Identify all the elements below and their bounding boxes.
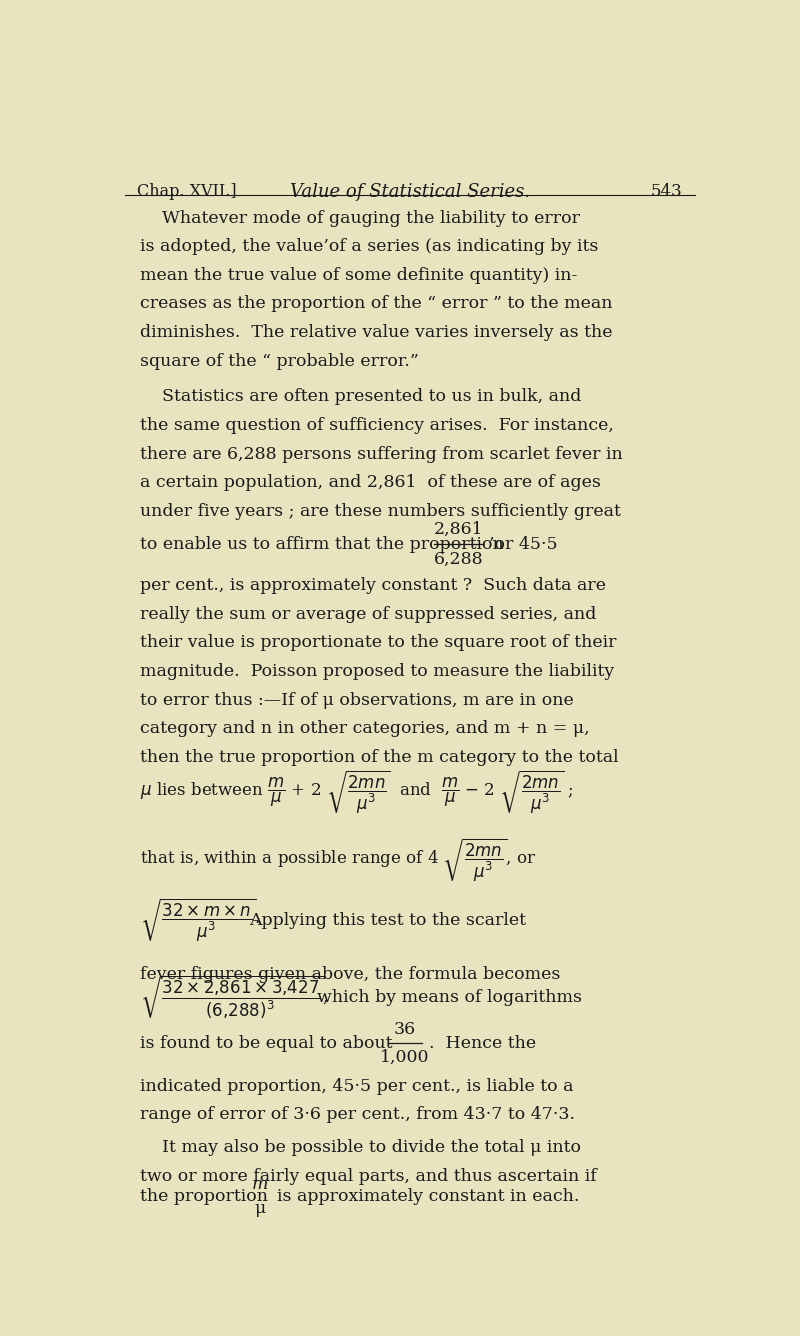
Text: that is, within a possible range of 4 $\sqrt{\dfrac{2mn}{\mu^3}}$, or: that is, within a possible range of 4 $\… bbox=[140, 836, 536, 884]
Text: then the true proportion of the m category to the total: then the true proportion of the m catego… bbox=[140, 748, 619, 766]
Text: diminishes.  The relative value varies inversely as the: diminishes. The relative value varies in… bbox=[140, 325, 613, 341]
Text: per cent., is approximately constant ?  Such data are: per cent., is approximately constant ? S… bbox=[140, 577, 606, 595]
Text: $\sqrt{\dfrac{32 \times 2{,}861 \times 3{,}427}{(6{,}288)^3}}$,: $\sqrt{\dfrac{32 \times 2{,}861 \times 3… bbox=[140, 974, 329, 1022]
Text: indicated proportion, 45·5 per cent., is liable to a: indicated proportion, 45·5 per cent., is… bbox=[140, 1078, 574, 1094]
Text: Value of Statistical Series.: Value of Statistical Series. bbox=[290, 183, 530, 200]
Text: .  Hence the: . Hence the bbox=[429, 1035, 536, 1051]
Text: range of error of 3·6 per cent., from 43·7 to 47·3.: range of error of 3·6 per cent., from 43… bbox=[140, 1106, 575, 1124]
Text: μ: μ bbox=[254, 1200, 266, 1217]
Text: is adopted, the value’of a series (as indicating by its: is adopted, the value’of a series (as in… bbox=[140, 238, 598, 255]
Text: under five years ; are these numbers sufficiently great: under five years ; are these numbers suf… bbox=[140, 502, 621, 520]
Text: 543: 543 bbox=[651, 183, 682, 200]
Text: there are 6,288 persons suffering from scarlet fever in: there are 6,288 persons suffering from s… bbox=[140, 446, 623, 462]
Text: mean the true value of some definite quantity) in-: mean the true value of some definite qua… bbox=[140, 267, 578, 283]
Text: to error thus :—If of μ observations, m are in one: to error thus :—If of μ observations, m … bbox=[140, 692, 574, 708]
Text: magnitude.  Poisson proposed to measure the liability: magnitude. Poisson proposed to measure t… bbox=[140, 663, 614, 680]
Text: the proportion: the proportion bbox=[140, 1188, 268, 1205]
Text: $\sqrt{\dfrac{32 \times m \times n}{\mu^3}}$.: $\sqrt{\dfrac{32 \times m \times n}{\mu^… bbox=[140, 896, 260, 945]
Text: their value is proportionate to the square root of their: their value is proportionate to the squa… bbox=[140, 635, 617, 652]
Text: m: m bbox=[252, 1176, 268, 1193]
Text: a certain population, and 2,861  of these are of ages: a certain population, and 2,861 of these… bbox=[140, 474, 601, 492]
Text: two or more fairly equal parts, and thus ascertain if: two or more fairly equal parts, and thus… bbox=[140, 1168, 597, 1185]
Text: creases as the proportion of the “ error ” to the mean: creases as the proportion of the “ error… bbox=[140, 295, 613, 313]
Text: $\mu$ lies between $\dfrac{m}{\mu}$ + 2 $\sqrt{\dfrac{2mn}{\mu^3}}$  and  $\dfra: $\mu$ lies between $\dfrac{m}{\mu}$ + 2 … bbox=[140, 768, 574, 815]
Text: Applying this test to the scarlet: Applying this test to the scarlet bbox=[249, 912, 526, 929]
Text: fever figures given above, the formula becomes: fever figures given above, the formula b… bbox=[140, 966, 561, 983]
Text: 1,000: 1,000 bbox=[380, 1049, 430, 1066]
Text: ’or 45·5: ’or 45·5 bbox=[490, 536, 558, 553]
Text: Whatever mode of gauging the liability to error: Whatever mode of gauging the liability t… bbox=[140, 210, 580, 227]
Text: is found to be equal to about: is found to be equal to about bbox=[140, 1035, 393, 1051]
Text: 6,288: 6,288 bbox=[434, 550, 483, 568]
Text: really the sum or average of suppressed series, and: really the sum or average of suppressed … bbox=[140, 605, 597, 623]
Text: is approximately constant in each.: is approximately constant in each. bbox=[278, 1188, 580, 1205]
Text: category and n in other categories, and m + n = μ,: category and n in other categories, and … bbox=[140, 720, 590, 737]
Text: 2,861: 2,861 bbox=[434, 521, 483, 538]
Text: 36: 36 bbox=[394, 1021, 416, 1038]
Text: to enable us to affirm that the proportion: to enable us to affirm that the proporti… bbox=[140, 536, 504, 553]
Text: It may also be possible to divide the total μ into: It may also be possible to divide the to… bbox=[140, 1140, 582, 1156]
Text: the same question of sufficiency arises.  For instance,: the same question of sufficiency arises.… bbox=[140, 417, 614, 434]
Text: Chap. XVII.]: Chap. XVII.] bbox=[138, 183, 237, 200]
Text: which by means of logarithms: which by means of logarithms bbox=[317, 989, 582, 1006]
Text: square of the “ probable error.”: square of the “ probable error.” bbox=[140, 353, 419, 370]
Text: Statistics are often presented to us in bulk, and: Statistics are often presented to us in … bbox=[140, 389, 582, 405]
